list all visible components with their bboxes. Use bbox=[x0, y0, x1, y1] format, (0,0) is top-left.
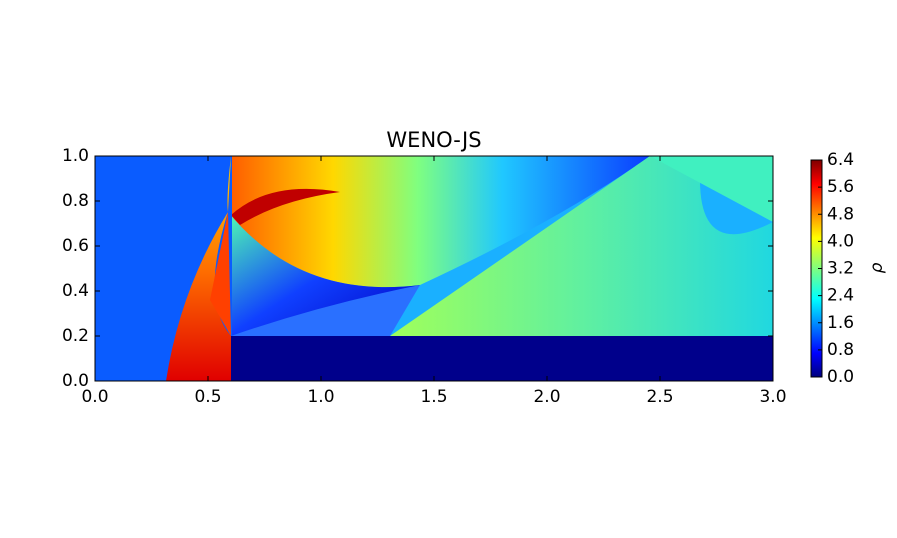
y-tick-label: 1.0 bbox=[62, 146, 89, 166]
y-tick-label: 0.6 bbox=[62, 236, 89, 256]
y-tick-label: 0.8 bbox=[62, 191, 89, 211]
colorbar-tick-label: 0.0 bbox=[827, 367, 854, 387]
x-tick-label: 1.0 bbox=[307, 387, 334, 407]
x-tick-label: 3.0 bbox=[759, 387, 786, 407]
colorbar-tick-label: 6.4 bbox=[827, 150, 854, 170]
y-tick-label: 0.0 bbox=[62, 371, 89, 391]
x-tick-label: 0.0 bbox=[81, 387, 108, 407]
x-tick-label: 2.0 bbox=[533, 387, 560, 407]
density-field bbox=[95, 156, 773, 381]
colorbar-tick-label: 0.8 bbox=[827, 340, 854, 360]
colorbar-tick-label: 4.0 bbox=[827, 231, 854, 251]
colorbar-tick-label: 1.6 bbox=[827, 313, 854, 333]
colorbar-label: ρ bbox=[867, 262, 887, 273]
colorbar-tick-label: 2.4 bbox=[827, 286, 854, 306]
chart-title: WENO-JS bbox=[386, 128, 481, 152]
y-tick-label: 0.2 bbox=[62, 326, 89, 346]
x-tick-label: 1.5 bbox=[420, 387, 447, 407]
x-tick-label: 0.5 bbox=[194, 387, 221, 407]
x-tick-label: 2.5 bbox=[646, 387, 673, 407]
y-tick-label: 0.4 bbox=[62, 281, 89, 301]
colorbar-tick-label: 3.2 bbox=[827, 259, 854, 279]
colorbar-tick-label: 5.6 bbox=[827, 177, 854, 197]
colorbar-tick-label: 4.8 bbox=[827, 204, 854, 224]
